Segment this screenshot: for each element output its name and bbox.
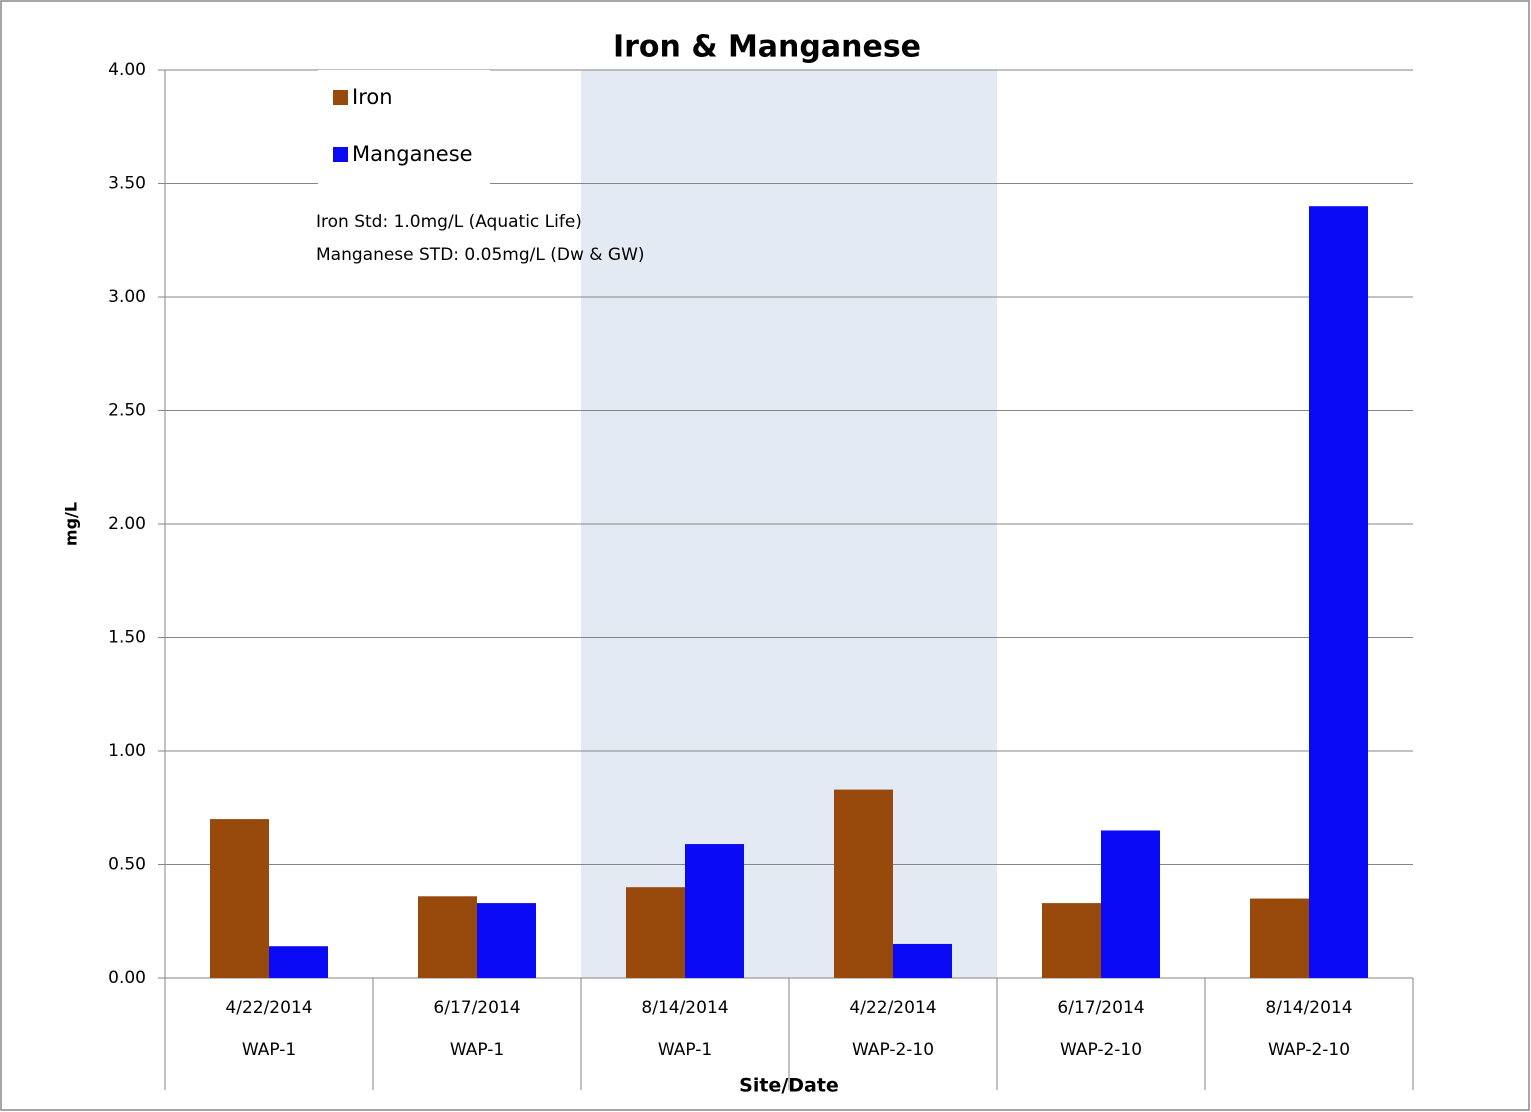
y-tick-label: 3.50 [108,174,146,194]
x-tick-label: 6/17/2014 [433,998,520,1018]
bar [685,844,744,978]
x-group-label: WAP-2-10 [852,1040,934,1060]
y-axis-title: mg/L [62,502,81,546]
x-tick-label: 4/22/2014 [225,998,312,1018]
x-tick-label: 4/22/2014 [849,998,936,1018]
bar [418,896,477,978]
y-tick-label: 4.00 [108,60,146,80]
y-tick-label: 1.50 [108,628,146,648]
bar [1042,903,1101,978]
legend-swatch [333,90,348,105]
x-tick-label: 6/17/2014 [1057,998,1144,1018]
annotation: Iron Std: 1.0mg/L (Aquatic Life) [316,212,582,232]
bar [626,887,685,978]
bar [893,943,952,978]
bar [269,946,328,978]
x-group-label: WAP-2-10 [1060,1040,1142,1060]
bar [210,819,269,978]
y-tick-label: 3.00 [108,287,146,307]
x-tick-label: 8/14/2014 [641,998,728,1018]
bar [1101,830,1160,978]
chart-title: Iron & Manganese [613,30,921,65]
y-tick-label: 0.00 [108,968,146,988]
bar [834,789,893,978]
legend-box [318,70,490,185]
x-tick-label: 8/14/2014 [1265,998,1352,1018]
x-group-label: WAP-2-10 [1268,1040,1350,1060]
bar [477,903,536,978]
legend-label: Iron [352,85,393,109]
bar [1309,206,1368,978]
bar [1250,898,1309,978]
y-tick-label: 1.00 [108,741,146,761]
y-tick-label: 2.50 [108,401,146,421]
legend-label: Manganese [352,142,473,166]
y-tick-label: 0.50 [108,855,146,875]
x-group-label: WAP-1 [450,1040,504,1060]
y-tick-label: 2.00 [108,514,146,534]
x-group-label: WAP-1 [242,1040,296,1060]
x-group-label: WAP-1 [658,1040,712,1060]
annotation: Manganese STD: 0.05mg/L (Dw & GW) [316,245,645,265]
legend-swatch [333,147,348,162]
